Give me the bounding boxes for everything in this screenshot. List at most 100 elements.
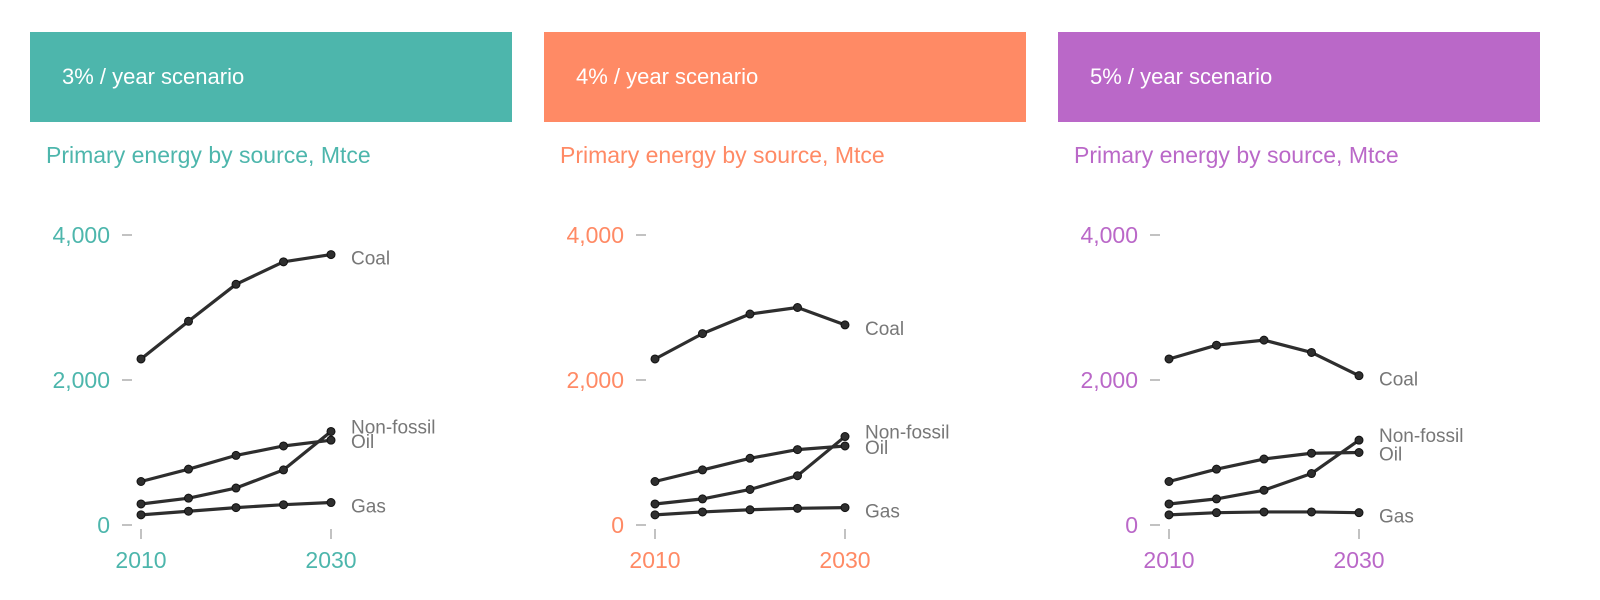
data-point-non-fossil [231, 483, 241, 493]
series-line-coal [140, 252, 332, 361]
data-point-oil [231, 450, 241, 460]
data-point-non-fossil [1307, 469, 1316, 479]
data-point-coal [745, 309, 755, 319]
data-point-coal [231, 279, 241, 289]
series-line-oil [140, 438, 332, 484]
series-label-oil: Oil [865, 438, 888, 459]
data-point-coal [698, 329, 707, 339]
data-point-coal [840, 320, 850, 330]
series-label-non-fossil: Non-fossil [865, 423, 949, 444]
data-point-gas [326, 498, 336, 508]
chart-subtitle: Primary energy by source, Mtce [560, 142, 885, 168]
data-point-oil [1259, 454, 1269, 464]
data-point-gas [1307, 507, 1316, 517]
data-point-oil [698, 465, 707, 475]
series-label-gas: Gas [351, 497, 386, 518]
data-point-non-fossil [326, 426, 336, 436]
series-line-oil [654, 444, 846, 484]
data-point-non-fossil [136, 499, 146, 509]
data-point-gas [184, 506, 193, 516]
data-point-oil [136, 477, 146, 486]
data-point-coal [1212, 340, 1221, 350]
data-point-non-fossil [1259, 485, 1269, 495]
data-point-gas [1354, 508, 1364, 518]
chart-subtitle: Primary energy by source, Mtce [1074, 142, 1399, 168]
series-label-coal: Coal [1379, 370, 1418, 391]
data-point-oil [745, 453, 755, 463]
data-point-oil [326, 435, 336, 445]
y-tick-label: 2,000 [1080, 367, 1138, 393]
data-point-oil [1164, 477, 1174, 486]
data-point-coal [1354, 371, 1364, 381]
data-point-coal [1307, 347, 1316, 357]
series-label-non-fossil: Non-fossil [351, 417, 435, 438]
data-point-non-fossil [1354, 435, 1364, 445]
data-point-gas [136, 510, 146, 520]
data-point-non-fossil [793, 471, 802, 481]
data-point-non-fossil [1164, 499, 1174, 509]
x-tick-label: 2010 [115, 547, 166, 573]
data-point-oil [279, 441, 288, 451]
data-point-coal [184, 316, 193, 326]
data-point-oil [650, 477, 660, 486]
scenario-panel-3pct: 3% / year scenario Primary energy by sou… [30, 32, 512, 592]
series-label-coal: Coal [351, 249, 390, 270]
series-label-coal: Coal [865, 319, 904, 340]
y-tick-label: 4,000 [566, 222, 624, 248]
data-point-oil [1212, 464, 1221, 474]
series-line-coal [1168, 338, 1360, 378]
data-point-gas [279, 500, 288, 510]
x-tick-label: 2010 [629, 547, 680, 573]
series-label-oil: Oil [351, 432, 374, 453]
data-point-gas [745, 505, 755, 515]
x-tick-label: 2030 [819, 547, 870, 573]
panel-header: 5% / year scenario [1058, 32, 1540, 122]
data-point-coal [279, 257, 288, 267]
x-tick-label: 2030 [305, 547, 356, 573]
data-point-gas [698, 507, 707, 517]
data-point-gas [840, 503, 850, 513]
series-label-gas: Gas [1379, 507, 1414, 528]
data-point-oil [793, 445, 802, 455]
data-point-non-fossil [650, 499, 660, 509]
scenario-panel-5pct: 5% / year scenario Primary energy by sou… [1058, 32, 1540, 592]
y-tick-label: 0 [97, 512, 110, 538]
data-point-gas [1212, 508, 1221, 518]
y-tick-label: 4,000 [52, 222, 110, 248]
data-point-gas [793, 503, 802, 513]
series-label-oil: Oil [1379, 445, 1402, 466]
data-point-gas [1164, 510, 1174, 520]
data-point-non-fossil [698, 494, 707, 504]
data-point-gas [650, 510, 660, 520]
data-point-non-fossil [840, 432, 850, 442]
data-point-non-fossil [184, 493, 193, 503]
y-tick-label: 4,000 [1080, 222, 1138, 248]
x-tick-label: 2010 [1143, 547, 1194, 573]
chart-subtitle: Primary energy by source, Mtce [46, 142, 371, 168]
data-point-non-fossil [279, 465, 288, 475]
series-label-gas: Gas [865, 502, 900, 523]
y-tick-label: 0 [611, 512, 624, 538]
data-point-coal [793, 303, 802, 312]
data-point-coal [650, 354, 660, 364]
panel-header: 4% / year scenario [544, 32, 1026, 122]
panel-header: 3% / year scenario [30, 32, 512, 122]
y-tick-label: 2,000 [52, 367, 110, 393]
data-point-oil [1307, 448, 1316, 458]
data-point-coal [136, 354, 146, 364]
data-point-gas [231, 503, 241, 513]
data-point-coal [1164, 354, 1174, 364]
data-point-gas [1259, 507, 1269, 517]
data-point-oil [840, 441, 850, 451]
data-point-non-fossil [1212, 494, 1221, 504]
data-point-oil [184, 464, 193, 474]
data-point-oil [1354, 448, 1364, 457]
series-label-non-fossil: Non-fossil [1379, 426, 1463, 447]
x-tick-label: 2030 [1333, 547, 1384, 573]
data-point-coal [1259, 335, 1269, 345]
y-tick-label: 0 [1125, 512, 1138, 538]
data-point-non-fossil [745, 484, 755, 494]
